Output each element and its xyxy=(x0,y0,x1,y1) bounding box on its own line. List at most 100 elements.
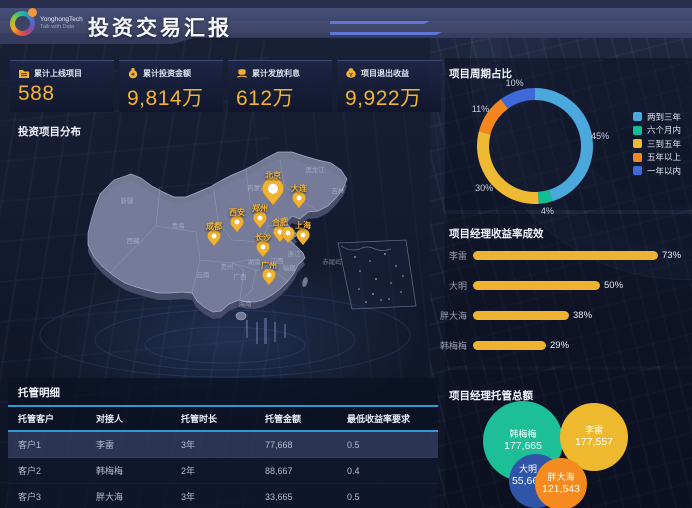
brand-tagline: Talk with Data xyxy=(40,24,75,31)
legend-swatch-icon xyxy=(633,112,642,122)
table-cell: 0.5 xyxy=(347,439,360,450)
donut-percent-label: 10% xyxy=(505,78,524,89)
table-header-cell[interactable]: 托管金额 xyxy=(255,407,337,432)
donut-segment-三到五年[interactable] xyxy=(477,88,593,204)
city-label: 郑州 xyxy=(252,204,268,213)
legend-item[interactable]: 五年以上 xyxy=(633,151,681,165)
province-label: 福建 xyxy=(282,265,296,272)
legend-label: 三到五年 xyxy=(647,138,682,149)
table-row[interactable]: 客户3 胖大海 3年 33,665 0.5 xyxy=(8,483,438,508)
province-borders xyxy=(109,159,319,301)
kpi-value: 9,922万 xyxy=(345,87,422,110)
table-cell: 2年 xyxy=(181,466,196,476)
table-cell: 0.4 xyxy=(347,465,360,476)
table-row[interactable]: 客户2 韩梅梅 2年 88,667 0.4 xyxy=(8,457,438,484)
custody-table: 托管客户 对接人 托管时长 托管金额 最低收益率要求 客户1 李雷 3年 77,668 0.5 客… xyxy=(8,407,438,508)
map-pin-成都[interactable] xyxy=(206,229,222,251)
legend-label: 一年以内 xyxy=(647,165,682,176)
map-pin-上海[interactable] xyxy=(295,228,311,250)
province-label: 吉林 xyxy=(331,188,345,195)
city-label: 长沙 xyxy=(255,233,271,242)
logo-dot-icon xyxy=(28,8,37,17)
bubble-label: 胖大海 121,543 xyxy=(542,472,580,496)
bar-category-label: 大明 xyxy=(448,280,467,291)
bar[interactable] xyxy=(473,280,600,290)
light-pillars xyxy=(246,318,286,344)
kpi-card-invested: 累计投资金额 9,814万 xyxy=(119,60,223,112)
bars-title: 项目经理收益率成效 xyxy=(449,228,544,240)
bubble[interactable]: 胖大海 121,543 xyxy=(535,458,587,508)
table-header-cell[interactable]: 最低收益率要求 xyxy=(337,407,438,432)
table-cell: 3年 xyxy=(181,440,196,450)
donut-segment-一年以内[interactable] xyxy=(465,76,605,216)
city-label: 大连 xyxy=(291,184,307,193)
city-label: 合肥 xyxy=(272,218,288,227)
bubble-value: 177,557 xyxy=(575,436,613,449)
header-top-strip xyxy=(0,0,692,8)
donut-percent-label: 4% xyxy=(540,205,554,216)
donut-title: 项目周期占比 xyxy=(449,68,512,80)
province-label: 新疆 xyxy=(120,198,134,205)
map-pin-郑州[interactable] xyxy=(252,211,268,233)
city-label: 西安 xyxy=(229,208,245,217)
legend-item[interactable]: 六个月内 xyxy=(633,124,681,138)
bubble-name: 胖大海 xyxy=(547,471,575,482)
legend-swatch-icon xyxy=(633,125,642,135)
table-header-row: 托管客户 对接人 托管时长 托管金额 最低收益率要求 xyxy=(8,407,438,432)
bubble-name: 大明 xyxy=(518,463,537,474)
table-cell: 3年 xyxy=(181,492,196,502)
bar-category-label: 李雷 xyxy=(448,250,467,261)
header-accent-line-2 xyxy=(330,32,442,35)
bar-category-label: 韩梅梅 xyxy=(439,340,467,351)
bar[interactable] xyxy=(473,310,569,320)
coins-icon xyxy=(236,69,248,78)
china-map: 黑龙江 吉林 内蒙古 新疆 甘肃 青海 山东 西藏 浙江 湖南 江西 福建 贵州 云南 广西 海南 赤尾屿 北京大… xyxy=(0,130,440,415)
donut-percent-label: 11% xyxy=(471,103,490,114)
legend-item[interactable]: 三到五年 xyxy=(633,137,681,151)
province-label: 贵州 xyxy=(220,264,234,271)
legend-item[interactable]: 一年以内 xyxy=(633,164,681,178)
province-label: 赤尾屿 xyxy=(322,259,342,266)
table-cell: 88,667 xyxy=(265,465,293,476)
map-pin-广州[interactable] xyxy=(261,268,277,290)
map-pin-西安[interactable] xyxy=(229,215,245,237)
bar-row: 大明 50% xyxy=(445,270,692,300)
brand-name: YonghongTech xyxy=(40,15,83,23)
moneybag-icon xyxy=(346,68,356,78)
kpi-card-exit-return: 项目退出收益 9,922万 xyxy=(337,60,441,112)
bubble-value: 121,543 xyxy=(542,483,580,496)
bar[interactable] xyxy=(473,250,658,260)
brand-logo: YonghongTech Talk with Data xyxy=(10,8,83,36)
kpi-card-projects: 累计上线项目 588 xyxy=(10,60,114,112)
table-header-cell[interactable]: 对接人 xyxy=(86,407,171,432)
map-pin[interactable] xyxy=(280,226,296,248)
kpi-value: 612万 xyxy=(236,87,295,110)
table-title: 托管明细 xyxy=(18,387,60,399)
table-cell: 77,668 xyxy=(265,439,293,450)
bubbles-title: 项目经理托管总额 xyxy=(449,390,533,402)
city-label: 广州 xyxy=(261,261,277,270)
page-title: 投资交易汇报 xyxy=(88,17,232,40)
province-label: 黑龙江 xyxy=(305,167,325,174)
legend-label: 两到三年 xyxy=(647,111,682,122)
legend-swatch-icon xyxy=(633,152,642,162)
map-pin-大连[interactable] xyxy=(291,191,307,213)
province-label: 甘肃 xyxy=(207,222,221,229)
map-pin-北京[interactable] xyxy=(260,177,286,210)
bar-row: 李雷 73% xyxy=(445,240,692,270)
table-cell: 客户3 xyxy=(18,492,42,502)
purse-icon xyxy=(128,68,138,79)
kpi-card-interest: 累计发放利息 612万 xyxy=(228,60,332,112)
table-header-cell[interactable]: 托管时长 xyxy=(171,407,255,432)
bubble-name: 韩梅梅 xyxy=(509,428,537,439)
legend-item[interactable]: 两到三年 xyxy=(633,110,681,124)
bar-row: 胖大海 38% xyxy=(440,300,692,330)
bar[interactable] xyxy=(473,340,546,350)
table-header-cell[interactable]: 托管客户 xyxy=(8,407,86,432)
map-pin-长沙[interactable] xyxy=(255,240,271,262)
custody-table-panel: 托管明细 托管客户 对接人 托管时长 托管金额 最低收益率要求 客户1 李雷 3年 77,66… xyxy=(8,378,438,508)
legend-swatch-icon xyxy=(633,166,642,176)
bar-value-label: 38% xyxy=(573,309,593,321)
city-label: 上海 xyxy=(295,221,311,230)
table-row[interactable]: 客户1 李雷 3年 77,668 0.5 xyxy=(8,431,438,458)
